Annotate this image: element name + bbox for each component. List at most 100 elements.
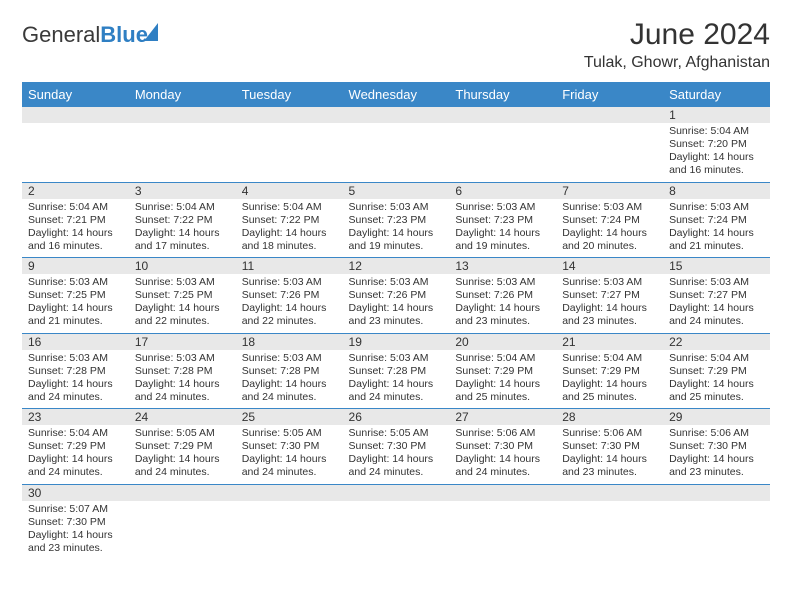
day-number <box>556 485 663 501</box>
day-content: Sunrise: 5:04 AMSunset: 7:22 PMDaylight:… <box>236 199 343 258</box>
day-line: Sunrise: 5:07 AM <box>28 503 123 516</box>
day-line: Sunset: 7:26 PM <box>349 289 444 302</box>
day-line: Sunset: 7:30 PM <box>455 440 550 453</box>
day-content: Sunrise: 5:03 AMSunset: 7:28 PMDaylight:… <box>236 350 343 409</box>
day-line: Sunrise: 5:05 AM <box>349 427 444 440</box>
day-number: 29 <box>663 409 770 425</box>
day-content: Sunrise: 5:03 AMSunset: 7:26 PMDaylight:… <box>236 274 343 333</box>
day-number: 3 <box>129 183 236 199</box>
calendar-cell <box>129 107 236 182</box>
day-line: Sunrise: 5:03 AM <box>28 352 123 365</box>
calendar-cell: 21Sunrise: 5:04 AMSunset: 7:29 PMDayligh… <box>556 333 663 409</box>
day-header: Saturday <box>663 82 770 107</box>
day-line: Daylight: 14 hours and 17 minutes. <box>135 227 230 253</box>
calendar-cell <box>663 484 770 559</box>
day-line: Sunset: 7:29 PM <box>562 365 657 378</box>
day-line: Daylight: 14 hours and 16 minutes. <box>28 227 123 253</box>
day-line: Sunset: 7:28 PM <box>135 365 230 378</box>
calendar-cell: 6Sunrise: 5:03 AMSunset: 7:23 PMDaylight… <box>449 182 556 258</box>
calendar-cell: 14Sunrise: 5:03 AMSunset: 7:27 PMDayligh… <box>556 258 663 334</box>
day-line: Sunrise: 5:03 AM <box>242 276 337 289</box>
day-line: Sunset: 7:23 PM <box>455 214 550 227</box>
day-line: Sunset: 7:22 PM <box>135 214 230 227</box>
day-content: Sunrise: 5:03 AMSunset: 7:23 PMDaylight:… <box>449 199 556 258</box>
day-number <box>343 485 450 501</box>
day-number: 30 <box>22 485 129 501</box>
day-line: Daylight: 14 hours and 19 minutes. <box>455 227 550 253</box>
day-line: Daylight: 14 hours and 25 minutes. <box>669 378 764 404</box>
day-line: Sunrise: 5:04 AM <box>28 201 123 214</box>
day-line: Daylight: 14 hours and 22 minutes. <box>135 302 230 328</box>
day-content: Sunrise: 5:06 AMSunset: 7:30 PMDaylight:… <box>449 425 556 484</box>
calendar-cell: 3Sunrise: 5:04 AMSunset: 7:22 PMDaylight… <box>129 182 236 258</box>
day-content: Sunrise: 5:04 AMSunset: 7:29 PMDaylight:… <box>663 350 770 409</box>
day-content: Sunrise: 5:03 AMSunset: 7:28 PMDaylight:… <box>22 350 129 409</box>
day-number <box>129 485 236 501</box>
day-content <box>449 501 556 507</box>
day-line: Sunrise: 5:03 AM <box>349 352 444 365</box>
day-header: Sunday <box>22 82 129 107</box>
day-line: Sunrise: 5:03 AM <box>669 276 764 289</box>
calendar-row: 2Sunrise: 5:04 AMSunset: 7:21 PMDaylight… <box>22 182 770 258</box>
day-line: Sunset: 7:30 PM <box>669 440 764 453</box>
calendar-table: SundayMondayTuesdayWednesdayThursdayFrid… <box>22 82 770 559</box>
day-line: Daylight: 14 hours and 23 minutes. <box>455 302 550 328</box>
day-content: Sunrise: 5:03 AMSunset: 7:28 PMDaylight:… <box>343 350 450 409</box>
calendar-cell: 8Sunrise: 5:03 AMSunset: 7:24 PMDaylight… <box>663 182 770 258</box>
day-line: Sunset: 7:23 PM <box>349 214 444 227</box>
day-content: Sunrise: 5:04 AMSunset: 7:29 PMDaylight:… <box>22 425 129 484</box>
calendar-row: 9Sunrise: 5:03 AMSunset: 7:25 PMDaylight… <box>22 258 770 334</box>
day-line: Daylight: 14 hours and 23 minutes. <box>669 453 764 479</box>
day-number: 16 <box>22 334 129 350</box>
calendar-cell: 10Sunrise: 5:03 AMSunset: 7:25 PMDayligh… <box>129 258 236 334</box>
day-line: Sunset: 7:28 PM <box>28 365 123 378</box>
calendar-cell <box>236 484 343 559</box>
day-number: 21 <box>556 334 663 350</box>
day-line: Sunset: 7:30 PM <box>242 440 337 453</box>
day-header: Wednesday <box>343 82 450 107</box>
calendar-cell <box>556 484 663 559</box>
calendar-cell: 2Sunrise: 5:04 AMSunset: 7:21 PMDaylight… <box>22 182 129 258</box>
day-line: Daylight: 14 hours and 24 minutes. <box>669 302 764 328</box>
day-header: Friday <box>556 82 663 107</box>
calendar-cell: 9Sunrise: 5:03 AMSunset: 7:25 PMDaylight… <box>22 258 129 334</box>
day-line: Sunrise: 5:03 AM <box>28 276 123 289</box>
day-content <box>449 123 556 129</box>
calendar-cell: 16Sunrise: 5:03 AMSunset: 7:28 PMDayligh… <box>22 333 129 409</box>
calendar-cell <box>556 107 663 182</box>
day-content <box>236 501 343 507</box>
day-number: 14 <box>556 258 663 274</box>
day-number: 20 <box>449 334 556 350</box>
day-content <box>129 123 236 129</box>
day-content: Sunrise: 5:04 AMSunset: 7:29 PMDaylight:… <box>556 350 663 409</box>
day-number: 25 <box>236 409 343 425</box>
day-number: 24 <box>129 409 236 425</box>
day-number: 13 <box>449 258 556 274</box>
day-line: Daylight: 14 hours and 24 minutes. <box>28 453 123 479</box>
day-line: Sunrise: 5:04 AM <box>242 201 337 214</box>
calendar-row: 23Sunrise: 5:04 AMSunset: 7:29 PMDayligh… <box>22 409 770 485</box>
day-number: 18 <box>236 334 343 350</box>
calendar-cell: 26Sunrise: 5:05 AMSunset: 7:30 PMDayligh… <box>343 409 450 485</box>
day-line: Sunset: 7:27 PM <box>669 289 764 302</box>
day-line: Sunrise: 5:03 AM <box>455 201 550 214</box>
month-title: June 2024 <box>584 18 770 52</box>
logo-text: GeneralBlue <box>22 22 148 48</box>
day-line: Sunset: 7:26 PM <box>455 289 550 302</box>
calendar-cell: 20Sunrise: 5:04 AMSunset: 7:29 PMDayligh… <box>449 333 556 409</box>
day-line: Daylight: 14 hours and 23 minutes. <box>28 529 123 555</box>
calendar-cell: 28Sunrise: 5:06 AMSunset: 7:30 PMDayligh… <box>556 409 663 485</box>
calendar-cell: 13Sunrise: 5:03 AMSunset: 7:26 PMDayligh… <box>449 258 556 334</box>
day-content: Sunrise: 5:03 AMSunset: 7:26 PMDaylight:… <box>449 274 556 333</box>
day-line: Sunrise: 5:04 AM <box>455 352 550 365</box>
day-number: 10 <box>129 258 236 274</box>
day-line: Sunset: 7:28 PM <box>349 365 444 378</box>
logo: GeneralBlue <box>22 18 158 48</box>
day-content: Sunrise: 5:03 AMSunset: 7:24 PMDaylight:… <box>663 199 770 258</box>
day-line: Sunrise: 5:04 AM <box>669 125 764 138</box>
calendar-row: 30Sunrise: 5:07 AMSunset: 7:30 PMDayligh… <box>22 484 770 559</box>
day-number: 23 <box>22 409 129 425</box>
calendar-cell <box>22 107 129 182</box>
day-content: Sunrise: 5:04 AMSunset: 7:29 PMDaylight:… <box>449 350 556 409</box>
day-line: Sunset: 7:30 PM <box>562 440 657 453</box>
